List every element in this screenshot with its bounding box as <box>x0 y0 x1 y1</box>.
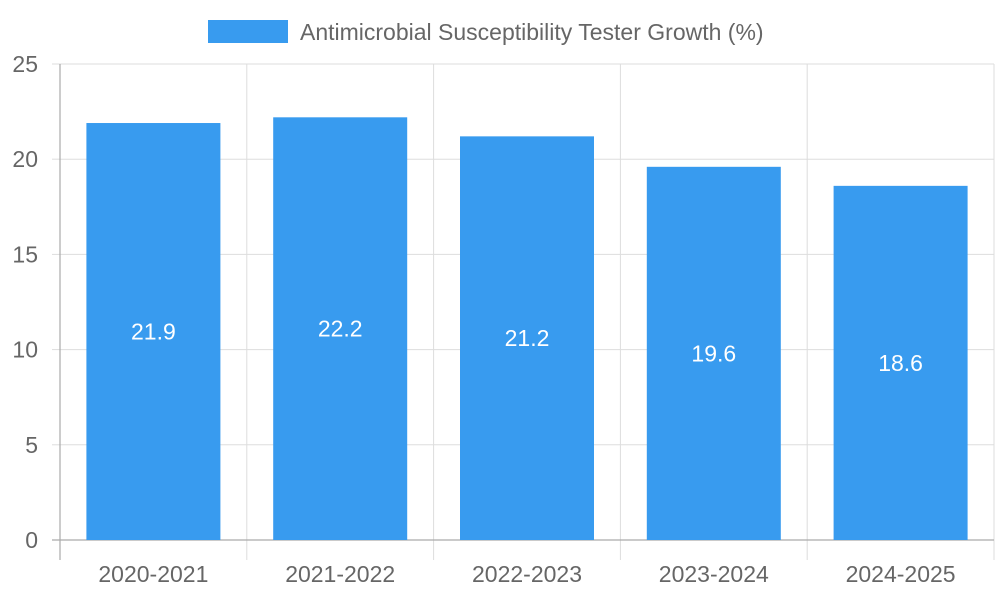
bar <box>646 166 781 541</box>
data-label: 21.9 <box>131 319 176 345</box>
data-label: 22.2 <box>318 316 363 342</box>
legend-swatch <box>208 20 288 43</box>
legend: Antimicrobial Susceptibility Tester Grow… <box>208 19 764 45</box>
data-label: 18.6 <box>878 350 923 376</box>
data-labels: 21.9 22.2 21.2 19.6 18.6 <box>131 316 923 376</box>
y-tick-label: 10 <box>12 337 38 363</box>
x-tick-label: 2023-2024 <box>659 561 769 587</box>
bar <box>833 185 968 540</box>
x-tick-label: 2022-2023 <box>472 561 582 587</box>
y-tick-label: 15 <box>12 241 38 267</box>
tick-labels: 0 5 10 15 20 25 2020-2021 2021-2022 2022-2023 202… <box>12 51 955 587</box>
x-tick-label: 2024-2025 <box>846 561 956 587</box>
y-tick-label: 25 <box>12 51 38 77</box>
y-tick-label: 0 <box>25 527 38 553</box>
bar <box>86 123 221 541</box>
y-tick-label: 20 <box>12 146 38 172</box>
bars <box>86 117 968 541</box>
data-label: 19.6 <box>691 340 736 366</box>
x-tick-label: 2020-2021 <box>98 561 208 587</box>
x-tick-label: 2021-2022 <box>285 561 395 587</box>
bar <box>460 136 594 541</box>
bar <box>273 117 408 540</box>
y-tick-label: 5 <box>25 432 38 458</box>
legend-label: Antimicrobial Susceptibility Tester Grow… <box>300 19 764 45</box>
data-label: 21.2 <box>505 325 550 351</box>
